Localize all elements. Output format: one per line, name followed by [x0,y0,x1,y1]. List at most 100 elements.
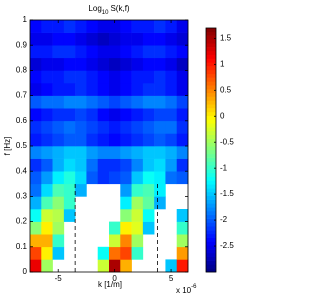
colorbar-segment [206,100,216,105]
title-subscript: 10 [102,10,109,16]
heatmap-cell [75,45,87,59]
heatmap-cell [86,70,99,84]
heatmap-cell [120,209,132,222]
x-tick-label: -5 [55,274,63,283]
heatmap-cell [30,20,42,33]
heatmap-cell [97,20,110,33]
heatmap-cell [131,234,144,248]
colorbar-tick-label: 0 [220,111,225,120]
heatmap-cell [63,108,76,122]
heatmap-cell [30,246,42,260]
heatmap-cell [97,32,110,46]
heatmap-cell [52,133,65,147]
colorbar-tick-label: -0.5 [220,137,234,146]
colorbar-segment [206,85,216,90]
colorbar-tick-label: -2.5 [220,241,234,250]
heatmap-cell [176,45,189,59]
heatmap-cell [176,171,189,185]
heatmap-cell [109,108,121,122]
heatmap-cell [75,83,87,96]
title-main: Log [88,4,101,13]
heatmap-cell [120,20,132,33]
colorbar-segment [206,130,216,136]
heatmap-cell [41,221,53,235]
heatmap-cell [131,171,144,185]
heatmap-cell [30,45,42,59]
colorbar-segment [206,195,216,200]
heatmap-cell [97,246,110,260]
y-tick-label: 0.5 [16,141,28,150]
y-tick-label: 0.8 [16,66,28,75]
heatmap-cell [63,95,76,109]
colorbar-segment [206,134,216,139]
heatmap-cell [165,83,178,96]
heatmap-cell [120,133,132,147]
y-tick-label: 0.1 [16,242,28,251]
y-tick-label: 0.3 [16,192,28,201]
heatmap-cell [86,20,99,33]
heatmap-cell [97,70,110,84]
heatmap-cell [131,146,144,159]
heatmap-cell [176,108,189,122]
heatmap-cell [109,120,121,134]
heatmap-cell [30,57,42,71]
heatmap-cell [109,83,121,96]
heatmap-cell [165,171,178,185]
colorbar-segment [206,180,216,185]
heatmap-cell [97,108,110,122]
heatmap-cell [109,45,121,59]
heatmap-cell [120,57,132,71]
colorbar-segment [206,39,216,44]
heatmap-cell [154,133,166,147]
colorbar-segment [206,169,216,174]
heatmap-cell [142,171,155,185]
colorbar-segment [206,69,216,75]
heatmap-cell [52,234,65,248]
heatmap-cell [97,95,110,109]
heatmap-cell [154,45,166,59]
colorbar-segment [206,172,216,177]
heatmap-cell [176,209,189,222]
heatmap-cell [97,83,110,96]
heatmap-cell [165,158,178,172]
heatmap-cell [97,45,110,59]
colorbar-tick-label: -1.5 [220,189,234,198]
heatmap-cell [41,70,53,84]
heatmap-cell [63,32,76,46]
heatmap-cell [86,57,99,71]
colorbar-segment [206,47,216,52]
colorbar-segment [206,226,216,231]
heatmap-cell [30,133,42,147]
heatmap-cell [52,83,65,96]
colorbar-segment [206,104,216,109]
heatmap-cell [176,146,189,159]
colorbar-segment [206,237,216,242]
heatmap-cell [75,70,87,84]
heatmap-cell [109,171,121,185]
heatmap-cell [97,133,110,147]
heatmap-cell [30,158,42,172]
heatmap-cell [97,57,110,71]
heatmap-cell [142,209,155,222]
heatmap-cell [176,120,189,134]
heatmap-cell [52,146,65,159]
heatmap-cell [41,183,53,197]
heatmap-cell [30,221,42,235]
heatmap-cell [86,83,99,96]
heatmap-cell [165,95,178,109]
colorbar-segment [206,108,216,113]
colorbar-segment [206,92,216,97]
heatmap-cell [131,57,144,71]
heatmap-cell [142,183,155,197]
heatmap-cell [131,70,144,84]
colorbar-segment [206,230,216,235]
heatmap-cell [52,45,65,59]
heatmap-cell [109,133,121,147]
colorbar-segment [206,245,216,250]
heatmap-cell [52,20,65,33]
colorbar-segment [206,191,216,197]
heatmap-cell [30,259,42,273]
heatmap-cell [30,108,42,122]
x-exponent: x 10-6 [176,284,197,295]
heatmap-cell [86,146,99,159]
